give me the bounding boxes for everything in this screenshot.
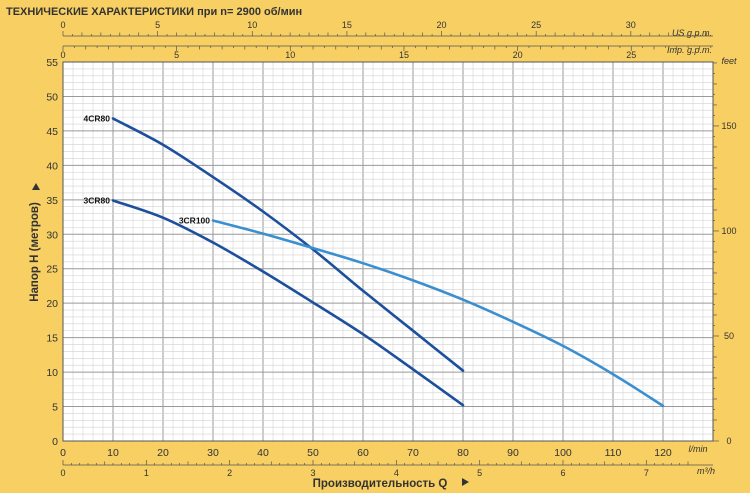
chart-title: ТЕХНИЧЕСКИЕ ХАРАКТЕРИСТИКИ при n= 2900 о… [6,6,302,18]
bottom-m3h-tick-label: 2 [227,468,232,478]
x-axis-label: Производительность Q [313,478,448,490]
x-axis-arrow-icon [462,478,469,486]
top-imp-tick-label: 0 [60,50,65,60]
x-unit-label: l/min [688,444,707,454]
top-imp-tick-label: 10 [285,50,295,60]
right-feet-tick-label: 150 [721,121,736,131]
x-tick-label: 100 [554,447,572,459]
y-axis-label: Напор H (метров) [29,202,41,302]
y-tick-label: 10 [46,367,58,379]
x-tick-label: 110 [605,447,622,459]
top-us-tick-label: 0 [60,20,65,30]
x-tick-label: 50 [307,447,319,459]
x-tick-label: 30 [207,447,219,459]
series-line-3cr100 [211,219,665,408]
y-tick-label: 20 [46,298,58,310]
y-tick-label: 40 [46,160,58,172]
series-label-3cr80: 3CR80 [84,196,111,206]
top-us-unit-label: US g.p.m. [672,28,712,38]
top-us-tick-label: 15 [342,20,352,30]
x-tick-label: 20 [157,447,169,459]
bottom-m3h-tick-label: 0 [60,468,65,478]
bottom-m3h-tick-label: 4 [394,468,399,478]
y-tick-label: 30 [46,229,58,241]
top-imp-tick-label: 20 [513,50,523,60]
top-imp-unit-label: Imp. g.p.m. [667,45,712,55]
top-imp-tick-label: 5 [174,50,179,60]
series-label-4cr80: 4CR80 [84,114,111,124]
plot-area [62,61,714,442]
bottom-m3h-tick-label: 3 [310,468,315,478]
series-line-3cr80 [111,199,465,407]
y-tick-label: 55 [46,57,58,69]
top-us-tick-label: 25 [531,20,541,30]
top-imp-tick-label: 25 [626,50,636,60]
bottom-m3h-tick-label: 5 [477,468,482,478]
right-feet-tick-label: 100 [721,226,736,236]
plot-background [63,62,713,441]
bottom-m3h-unit-label: m³/h [697,466,715,476]
x-tick-label: 0 [60,447,66,459]
top-us-tick-label: 30 [626,20,636,30]
y-tick-label: 5 [52,402,58,414]
right-feet-tick-label: 50 [724,331,734,341]
y-tick-label: 0 [52,436,58,448]
bottom-m3h-tick-label: 7 [644,468,649,478]
y-axis-arrow-icon [32,183,40,190]
series-line-4cr80 [111,117,465,372]
top-us-tick-label: 5 [155,20,160,30]
x-tick-label: 120 [654,447,672,459]
y-tick-label: 45 [46,126,58,138]
y-tick-label: 15 [46,333,58,345]
right-feet-tick-label: 0 [726,436,731,446]
plot-frame [62,61,714,442]
x-tick-label: 10 [107,447,119,459]
bottom-m3h-tick-label: 6 [560,468,565,478]
top-us-tick-label: 20 [437,20,447,30]
x-tick-label: 90 [507,447,519,459]
x-tick-label: 70 [407,447,419,459]
y-tick-label: 35 [46,195,58,207]
top-imp-tick-label: 15 [399,50,409,60]
top-us-tick-label: 10 [247,20,257,30]
bottom-m3h-tick-label: 1 [144,468,149,478]
y-tick-label: 50 [46,91,58,103]
x-tick-label: 40 [257,447,269,459]
x-tick-label: 80 [457,447,469,459]
x-tick-label: 60 [357,447,369,459]
right-feet-unit-label: feet [721,56,737,66]
series-label-3cr100: 3CR100 [179,215,210,225]
y-tick-label: 25 [46,264,58,276]
